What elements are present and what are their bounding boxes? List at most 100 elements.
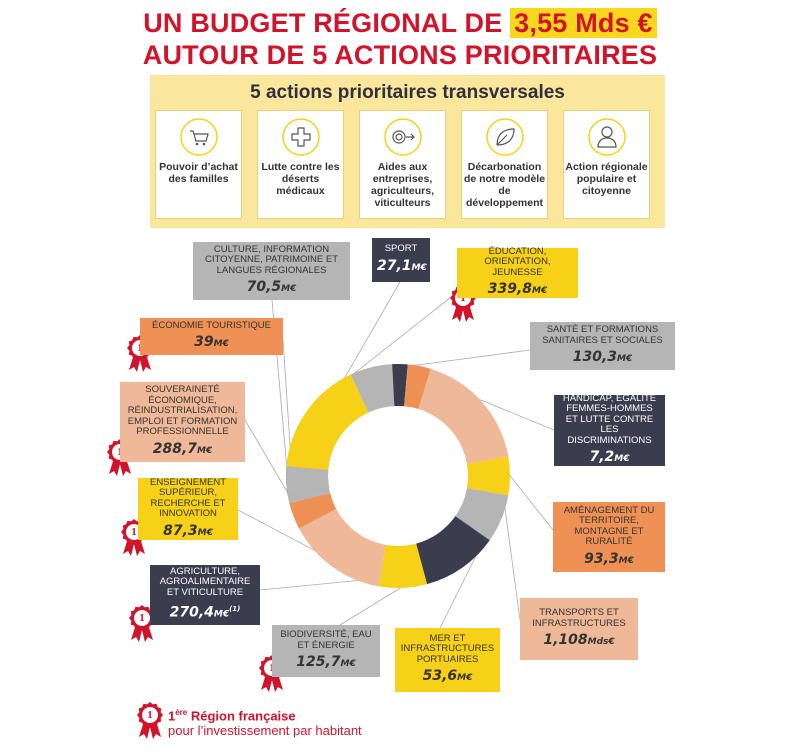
action-icon <box>281 118 320 156</box>
action-label: Action régionale populaire et citoyenne <box>565 161 648 197</box>
budget-box: BIODIVERSITÉ, EAU ET ÉNERGIE 125,7M€ <box>272 625 380 677</box>
title-line: UN BUDGET RÉGIONAL DE 3,55 Mds € <box>0 8 800 39</box>
donut-segment <box>350 364 395 413</box>
budget-amount-line: 270,4M€(1) <box>155 601 255 623</box>
donut-segment <box>286 466 330 496</box>
donut-segment <box>455 488 509 541</box>
budget-unit: M€ <box>617 354 633 364</box>
medal: 1 <box>129 605 155 642</box>
budget-unit: M€ <box>281 284 297 295</box>
budget-box: SOUVERAINETÉ ÉCONOMIQUE, RÉINDUSTRIALISA… <box>120 382 245 462</box>
budget-box: MER ET INFRASTRUCTURES PORTUAIRES 53,6M€ <box>395 628 500 692</box>
title-highlight: 3,55 Mds € <box>510 8 657 38</box>
action-card: Décarbonation de notre modèle de dévelop… <box>461 110 548 219</box>
medal-label: 1 <box>131 526 137 538</box>
budget-amount-line: 7,2M€ <box>559 449 660 467</box>
budget-label: MER ET INFRASTRUCTURES PORTUAIRES <box>400 632 495 665</box>
budget-amount: 27,1 <box>377 257 412 274</box>
budget-amount: 7,2 <box>589 449 615 466</box>
donut-segment <box>404 364 431 410</box>
budget-label: ÉDUCATION, ORIENTATION, JEUNESSE <box>484 245 551 278</box>
action-icon <box>179 118 218 156</box>
title-line: AUTOUR DE 5 ACTIONS PRIORITAIRES <box>142 40 658 70</box>
donut-segment <box>287 488 331 504</box>
budget-unit: M€ <box>532 286 548 297</box>
donut-segment <box>299 508 386 587</box>
action-card: Pouvoir d’achat des familles <box>155 110 242 219</box>
action-label: Décarbonation de notre modèle de dévelop… <box>463 161 546 209</box>
budget-box: ÉCONOMIE TOURISTIQUE 39M€ <box>140 318 283 355</box>
donut-segment <box>466 456 510 496</box>
budget-unit: M€ <box>213 339 229 350</box>
title-text: UN BUDGET RÉGIONAL DE <box>143 8 503 38</box>
actions-panel: 5 actions prioritaires transversales Pou… <box>150 75 665 228</box>
budget-label: TRANSPORTS ET INFRASTRUCTURES <box>532 607 626 629</box>
budget-amount-line: 1,108Mds€ <box>525 632 633 650</box>
budget-amount-line: 125,7M€ <box>277 654 375 672</box>
budget-amount: 339,8 <box>487 281 533 298</box>
budget-box: TRANSPORTS ET INFRASTRUCTURES 1,108Mds€ <box>520 598 638 660</box>
budget-amount: 125,7 <box>296 654 341 670</box>
budget-label: CULTURE, INFORMATION CITOYENNE, PATRIMOI… <box>204 243 338 276</box>
footer: 1ère Région française pour l’investissem… <box>168 708 362 738</box>
budget-label: SANTÉ ET FORMATIONS SANITAIRES ET SOCIAL… <box>542 324 663 346</box>
donut-segment <box>378 543 427 589</box>
rank-suffix: ère <box>175 708 188 717</box>
rank: 1 <box>168 708 176 724</box>
budget-amount: 130,3 <box>572 349 618 365</box>
budget-amount: 93,3 <box>584 550 619 567</box>
budget-amount-line: 39M€ <box>145 334 278 352</box>
budget-box: AGRICULTURE, AGROALIMENTAIRE ET VITICULT… <box>150 565 260 625</box>
budget-unit: M€ <box>614 454 630 465</box>
action-card: Aides aux entreprises, agriculteurs, vit… <box>359 110 446 219</box>
budget-label: HANDICAP, ÉGALITÉ FEMMES-HOMMES ET LUTTE… <box>562 392 657 446</box>
budget-unit: M€ <box>618 555 634 566</box>
budget-unit: M€ <box>197 445 213 456</box>
budget-label: SPORT <box>384 243 418 255</box>
budget-label: SOUVERAINETÉ ÉCONOMIQUE, RÉINDUSTRIALISA… <box>127 384 238 438</box>
budget-label: ÉCONOMIE TOURISTIQUE <box>152 319 271 331</box>
action-icon <box>383 118 422 156</box>
action-card: Action régionale populaire et citoyenne <box>563 110 650 219</box>
budget-amount-line: 130,3M€ <box>535 349 670 367</box>
action-label: Lutte contre les déserts médicaux <box>261 161 340 197</box>
budget-amount-line: 53,6M€ <box>400 668 495 686</box>
budget-label: AGRICULTURE, AGROALIMENTAIRE ET VITICULT… <box>159 565 251 598</box>
budget-amount: 70,5 <box>246 279 282 296</box>
donut-segment <box>416 516 490 585</box>
budget-amount-line: 288,7M€ <box>125 441 240 459</box>
budget-box: ENSEIGNEMENT SUPÉRIEUR, RECHERCHE ET INN… <box>138 476 238 541</box>
budget-label: ENSEIGNEMENT SUPÉRIEUR, RECHERCHE ET INN… <box>149 476 226 519</box>
budget-amount: 270,4 <box>169 605 214 622</box>
budget-amount-line: 339,8M€ <box>462 281 573 299</box>
medal-label: 1 <box>460 292 466 304</box>
donut-segment <box>286 374 369 472</box>
action-icon <box>587 118 626 156</box>
budget-box: SANTÉ ET FORMATIONS SANITAIRES ET SOCIAL… <box>530 322 675 370</box>
actions-title: 5 actions prioritaires transversales <box>250 82 565 103</box>
medal-inner <box>142 707 158 723</box>
donut-segment <box>418 368 509 464</box>
footer-title-text: Région française <box>190 708 296 724</box>
action-card: Lutte contre les déserts médicaux <box>257 110 344 219</box>
action-label: Pouvoir d’achat des familles <box>159 161 238 185</box>
donut-segment <box>289 492 337 529</box>
action-icon <box>485 118 524 156</box>
budget-amount: 53,6 <box>422 668 458 685</box>
footer-subtitle: pour l’investissement par habitant <box>168 723 362 739</box>
budget-label: BIODIVERSITÉ, EAU ET ÉNERGIE <box>280 629 372 651</box>
medal: 1 <box>137 702 163 739</box>
donut-segment <box>392 364 408 407</box>
budget-box: ÉDUCATION, ORIENTATION, JEUNESSE 339,8M€ <box>457 245 578 299</box>
budget-amount: 1,108 <box>543 632 588 648</box>
budget-amount: 87,3 <box>163 522 198 539</box>
budget-amount: 288,7 <box>152 440 198 457</box>
budget-amount-line: 70,5M€ <box>198 279 345 297</box>
budget-amount-line: 87,3M€ <box>143 523 233 541</box>
medal-inner <box>134 610 150 626</box>
budget-box: CULTURE, INFORMATION CITOYENNE, PATRIMOI… <box>193 242 350 300</box>
medal-label: 1 <box>139 612 145 624</box>
budget-unit: M€ <box>213 610 230 621</box>
